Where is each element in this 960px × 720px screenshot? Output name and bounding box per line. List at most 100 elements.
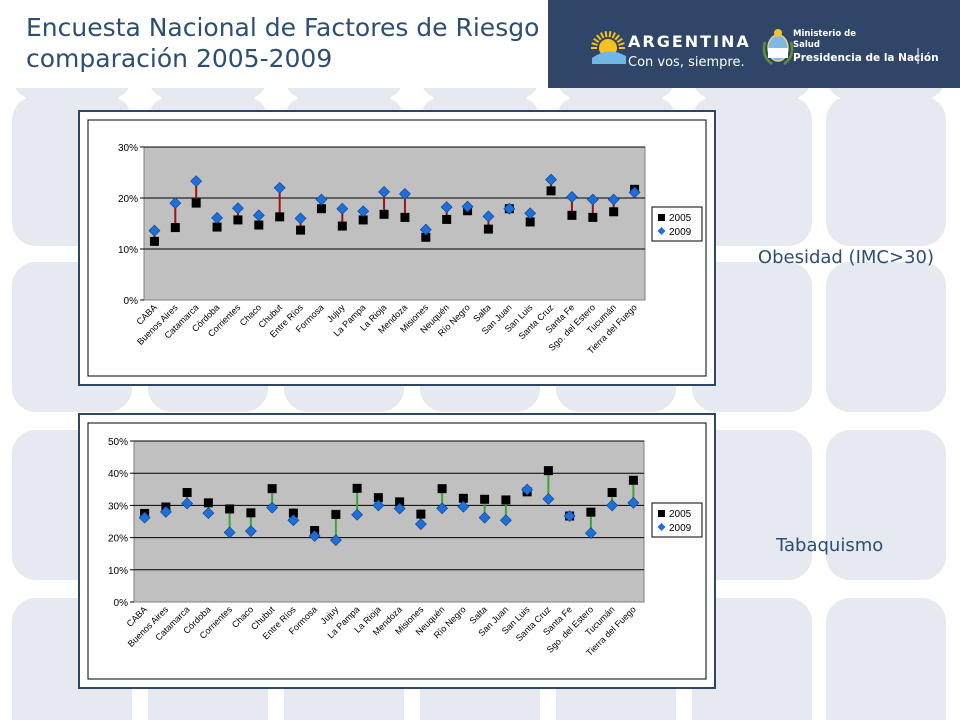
bg-tile (692, 430, 812, 580)
legend-marker-2005 (658, 510, 665, 517)
point-2005 (421, 232, 431, 242)
y-tick-label: 30% (108, 501, 128, 512)
point-2005 (358, 215, 368, 225)
legend-label-2005: 2005 (669, 213, 692, 224)
logo-argentina-text: ARGENTINA (628, 32, 751, 51)
point-2009 (478, 511, 491, 524)
point-2009 (606, 499, 619, 512)
point-2009 (524, 207, 537, 220)
point-2009 (315, 193, 328, 206)
point-2009 (211, 211, 223, 224)
point-2009 (545, 173, 557, 186)
sun-logo-icon (591, 31, 626, 64)
point-2005 (546, 186, 556, 196)
point-2005 (337, 221, 347, 231)
point-2005 (525, 217, 535, 227)
point-2005 (437, 484, 447, 494)
logo-ministerio-line2: Salud (793, 40, 820, 50)
point-2005 (203, 498, 213, 508)
obesidad-chart: 0% 10% 20% 30% CABA Buenos Aires Catamarca Córd… (78, 110, 716, 386)
tabaquismo-label: Tabaquismo (776, 535, 884, 556)
legend-marker-2005 (658, 214, 665, 221)
point-2005 (442, 214, 452, 224)
legend-marker-2009 (657, 523, 666, 531)
point-2009 (357, 205, 370, 218)
point-2009 (566, 191, 578, 203)
legend-label-2009: 2009 (669, 523, 692, 534)
point-2005 (254, 220, 264, 230)
point-2005 (212, 222, 222, 232)
bg-tile (692, 96, 812, 246)
point-2009 (399, 187, 411, 200)
point-2009 (351, 508, 364, 521)
point-2009 (336, 202, 349, 215)
legend-label-2005: 2005 (669, 509, 692, 520)
y-tick-label: 10% (108, 566, 128, 577)
coat-of-arms-icon (762, 29, 794, 66)
point-2005 (267, 484, 277, 494)
point-2009 (329, 534, 342, 547)
y-tick-label: 40% (108, 469, 128, 480)
y-tick-label: 50% (108, 437, 128, 448)
point-2009 (440, 201, 453, 214)
bg-tile (826, 262, 946, 412)
point-2005 (379, 209, 389, 219)
page-title: Encuesta Nacional de Factores de Riesgo … (26, 12, 539, 74)
point-2005 (586, 507, 596, 517)
point-2009 (586, 193, 599, 206)
point-2005 (543, 466, 553, 476)
logo-ministerio-line1: Ministerio de (793, 29, 856, 39)
point-2009 (627, 496, 640, 509)
point-2005 (331, 509, 341, 519)
y-tick-label: 0% (114, 598, 129, 609)
point-2009 (542, 493, 555, 505)
point-2009 (169, 197, 182, 210)
point-2009 (294, 212, 307, 225)
bg-tile (692, 262, 812, 412)
point-2009 (223, 526, 236, 539)
tabaquismo-chart: 0% 10% 20% 30% 40% 50% CABA Buenos Aires Catamar… (78, 413, 716, 689)
point-2005 (170, 223, 180, 233)
logo-slogan-text: Con vos, siempre. (628, 55, 745, 70)
point-2009 (287, 514, 300, 527)
point-2009 (190, 175, 203, 188)
point-2005 (588, 212, 598, 222)
point-2009 (273, 181, 286, 194)
point-2005 (501, 495, 511, 505)
point-2005 (400, 212, 410, 222)
point-2009 (232, 202, 244, 215)
logo-presidencia-text: Presidencia de la Nación (793, 52, 939, 64)
point-2005 (191, 198, 201, 208)
point-2005 (483, 224, 493, 234)
point-2005 (182, 488, 192, 498)
point-2009 (181, 497, 194, 510)
point-2009 (414, 518, 427, 531)
point-2009 (419, 223, 432, 236)
point-2005 (416, 509, 426, 519)
bg-tile (826, 598, 946, 720)
point-2005 (458, 493, 468, 503)
legend-label-2009: 2009 (669, 227, 692, 238)
plot-area (143, 146, 646, 301)
point-2009 (308, 530, 321, 542)
logo-banner: ARGENTINA Con vos, siempre. Ministerio d… (548, 0, 960, 88)
chart-legend: 2005 2009 (651, 206, 703, 242)
point-2005 (609, 207, 619, 217)
y-tick-label: 20% (108, 534, 128, 545)
point-2005 (607, 488, 617, 498)
y-tick-label: 0% (124, 296, 139, 307)
point-2009 (482, 210, 495, 223)
point-2005 (225, 504, 235, 514)
point-2009 (607, 193, 620, 206)
point-2009 (378, 185, 390, 198)
point-2005 (316, 204, 326, 214)
point-2009 (244, 525, 257, 538)
point-2005 (352, 483, 362, 493)
point-2009 (457, 500, 470, 513)
point-2005 (288, 508, 298, 518)
y-tick-label: 10% (118, 245, 138, 256)
header: Encuesta Nacional de Factores de Riesgo … (0, 0, 960, 88)
point-2005 (480, 494, 490, 504)
point-2009 (503, 202, 516, 215)
point-2009 (628, 186, 641, 199)
